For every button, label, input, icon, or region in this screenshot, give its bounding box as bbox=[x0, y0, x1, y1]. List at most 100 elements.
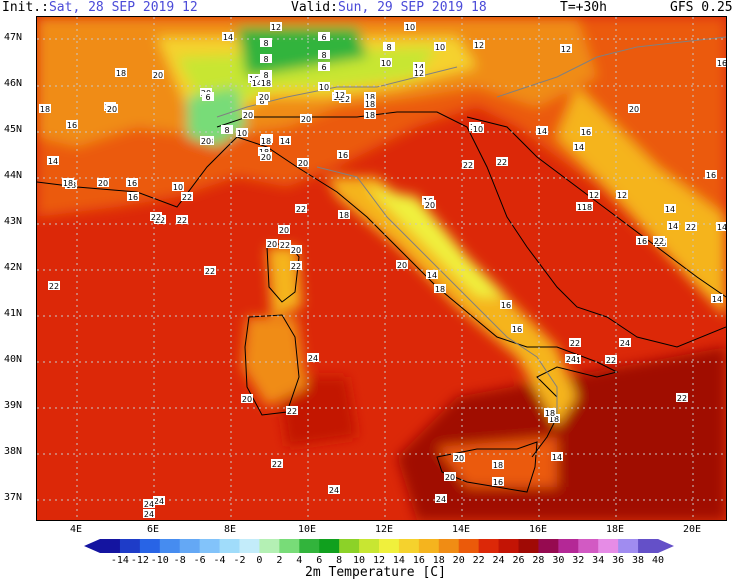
svg-text:14: 14 bbox=[223, 33, 233, 42]
svg-text:22: 22 bbox=[686, 223, 696, 232]
svg-text:20: 20 bbox=[397, 261, 407, 270]
svg-text:14: 14 bbox=[712, 295, 722, 304]
map-value-label: 20 bbox=[258, 92, 270, 102]
svg-text:8: 8 bbox=[263, 55, 268, 64]
map-value-label: 18 bbox=[62, 178, 74, 188]
svg-text:20: 20 bbox=[267, 240, 277, 249]
map-value-label: 18 bbox=[434, 284, 446, 294]
svg-text:24: 24 bbox=[154, 497, 164, 506]
map-value-label: 20 bbox=[628, 104, 640, 114]
map-value-label: 16 bbox=[716, 58, 726, 68]
svg-text:24: 24 bbox=[436, 495, 446, 504]
coastline-west-italy bbox=[37, 136, 619, 458]
map-value-label: 22 bbox=[181, 192, 193, 202]
map-value-label: 20 bbox=[152, 70, 164, 80]
svg-text:18: 18 bbox=[261, 137, 271, 146]
legend-tick-label: -2 bbox=[233, 555, 246, 566]
map-value-label: 8 bbox=[318, 50, 330, 60]
svg-text:8: 8 bbox=[224, 126, 229, 135]
legend-swatch bbox=[179, 539, 201, 553]
graticule bbox=[37, 17, 726, 520]
svg-text:12: 12 bbox=[271, 23, 281, 32]
map-value-label: 22 bbox=[271, 459, 283, 469]
map-value-label: 10 bbox=[172, 182, 184, 192]
svg-text:6: 6 bbox=[321, 63, 326, 72]
map-value-label: 16 bbox=[511, 324, 523, 334]
map-value-label: 24 bbox=[328, 485, 340, 495]
svg-text:10: 10 bbox=[435, 43, 445, 52]
legend-swatch bbox=[379, 539, 400, 553]
map-value-label: 12 bbox=[588, 190, 600, 200]
map-value-label: 18 bbox=[260, 136, 272, 146]
svg-text:12: 12 bbox=[335, 91, 345, 100]
svg-text:14: 14 bbox=[252, 79, 262, 88]
map-value-label: 14 bbox=[573, 142, 585, 152]
legend-tick-label: 34 bbox=[592, 555, 605, 566]
map-value-label: 18 bbox=[338, 210, 350, 220]
svg-text:16: 16 bbox=[127, 179, 137, 188]
svg-text:20: 20 bbox=[98, 179, 108, 188]
svg-text:14: 14 bbox=[552, 453, 562, 462]
svg-text:22: 22 bbox=[280, 241, 290, 250]
svg-text:18: 18 bbox=[582, 203, 592, 212]
map-value-label: 18 bbox=[364, 92, 376, 102]
svg-text:22: 22 bbox=[287, 407, 297, 416]
map-value-label: 10 bbox=[404, 22, 416, 32]
svg-text:18: 18 bbox=[40, 105, 50, 114]
legend-tick-label: 26 bbox=[512, 555, 525, 566]
map-value-label: 12 bbox=[616, 190, 628, 200]
svg-text:10: 10 bbox=[173, 183, 183, 192]
map-value-label: 22 bbox=[286, 406, 298, 416]
legend-swatch bbox=[299, 539, 320, 553]
map-value-label: 22 bbox=[462, 160, 474, 170]
svg-text:22: 22 bbox=[497, 158, 507, 167]
svg-text:16: 16 bbox=[338, 151, 348, 160]
legend-tick-label: 4 bbox=[296, 555, 303, 566]
longitude-label: 4E bbox=[69, 524, 83, 535]
map-value-label: 16 bbox=[705, 170, 717, 180]
legend-swatch bbox=[618, 539, 639, 553]
legend-swatch bbox=[139, 539, 161, 553]
legend-tick-label: 12 bbox=[372, 555, 386, 566]
legend-tick-label: 14 bbox=[392, 555, 405, 566]
svg-text:10: 10 bbox=[237, 129, 247, 138]
latitude-label: 45N bbox=[4, 124, 23, 135]
svg-text:24: 24 bbox=[620, 339, 630, 348]
svg-text:10: 10 bbox=[319, 83, 329, 92]
map-value-label: 14 bbox=[667, 221, 679, 231]
map-value-label: 24 bbox=[143, 499, 155, 509]
map-value-label: 18 bbox=[39, 104, 51, 114]
legend-tick-label: 38 bbox=[632, 555, 645, 566]
latitude-label: 39N bbox=[4, 400, 23, 411]
svg-text:18: 18 bbox=[339, 211, 349, 220]
svg-text:22: 22 bbox=[182, 193, 192, 202]
legend-swatch bbox=[398, 539, 420, 553]
map-value-label: 12 bbox=[560, 44, 572, 54]
legend-arrow-low bbox=[84, 539, 100, 553]
svg-text:20: 20 bbox=[261, 153, 271, 162]
longitude-label: 18E bbox=[605, 524, 625, 535]
legend-swatch bbox=[458, 539, 480, 553]
map-value-label: 20 bbox=[260, 152, 272, 162]
legend-swatch bbox=[199, 539, 221, 553]
map-value-label: 18 bbox=[492, 460, 504, 470]
legend-swatch bbox=[359, 539, 380, 553]
map-value-label: 22 bbox=[176, 215, 188, 225]
legend-tick-label: 2 bbox=[276, 555, 283, 566]
svg-text:12: 12 bbox=[414, 69, 424, 78]
map-value-label: 18 bbox=[364, 99, 376, 109]
coastline-adriatic bbox=[216, 111, 726, 348]
map-value-label: 20 bbox=[242, 110, 254, 120]
svg-text:10: 10 bbox=[381, 59, 391, 68]
legend-swatch bbox=[239, 539, 260, 553]
map-canvas: 1281014610812881012182016814612162061212… bbox=[37, 17, 726, 520]
map-value-label: 10 bbox=[380, 58, 392, 68]
svg-text:14: 14 bbox=[414, 63, 424, 72]
map-value-label: 12 bbox=[413, 68, 425, 78]
legend-svg bbox=[84, 539, 674, 553]
svg-text:16: 16 bbox=[493, 478, 503, 487]
legend-swatch bbox=[219, 539, 240, 553]
svg-text:16: 16 bbox=[128, 193, 138, 202]
svg-text:20: 20 bbox=[629, 105, 639, 114]
svg-text:14: 14 bbox=[668, 222, 678, 231]
